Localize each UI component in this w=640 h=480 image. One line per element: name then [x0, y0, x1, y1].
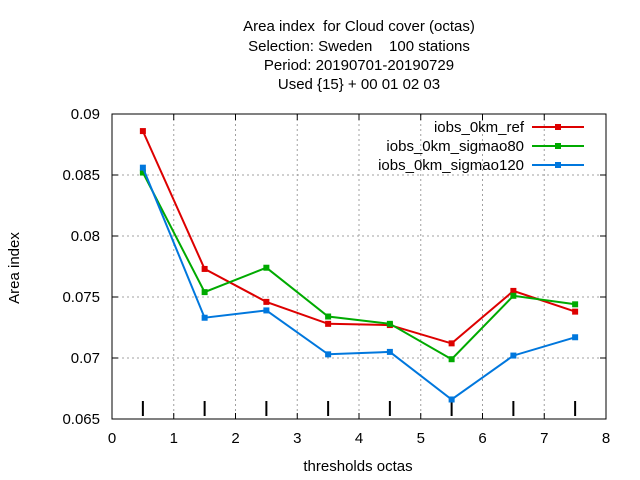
title-line-3: Period: 20190701-20190729	[263, 57, 455, 74]
y-tick-label: 0.065	[62, 411, 100, 428]
y-tick-label: 0.07	[71, 350, 100, 367]
data-point	[263, 298, 270, 305]
legend-label: iobs_0km_ref	[434, 119, 525, 136]
series-iobs_0km_sigmao80	[139, 169, 579, 363]
series-line	[141, 167, 576, 401]
x-tick-label: 0	[108, 430, 116, 447]
legend-marker	[555, 124, 561, 130]
data-point	[201, 265, 208, 272]
data-point	[448, 396, 455, 403]
x-tick-label: 8	[602, 430, 610, 447]
data-point	[386, 320, 393, 327]
y-tick-labels: 0.065 0.07 0.075 0.08 0.085 0.09	[62, 106, 100, 428]
data-point	[325, 320, 332, 327]
data-point	[325, 313, 332, 320]
x-tick-label: 6	[478, 430, 486, 447]
x-tick-label: 2	[231, 430, 239, 447]
data-point	[139, 164, 146, 171]
data-point	[139, 128, 146, 135]
data-point	[572, 334, 579, 341]
data-point	[510, 287, 517, 294]
title-line-2: Selection: Sweden 100 stations	[248, 38, 470, 55]
data-point	[386, 348, 393, 355]
y-tick-label: 0.09	[71, 106, 100, 123]
x-tick-label: 4	[355, 430, 363, 447]
y-tick-label: 0.08	[71, 228, 100, 245]
data-point	[572, 308, 579, 315]
x-tick-label: 3	[293, 430, 301, 447]
series-line	[141, 130, 576, 345]
data-point	[510, 292, 517, 299]
grid-lines	[112, 114, 606, 419]
axis-ticks	[111, 113, 607, 420]
legend-marker	[555, 162, 561, 168]
y-axis-label: Area index	[6, 232, 23, 304]
legend-label: iobs_0km_sigmao80	[386, 138, 524, 155]
data-point	[201, 314, 208, 321]
x-tick-label: 5	[417, 430, 425, 447]
data-point	[572, 301, 579, 308]
threshold-markers	[141, 401, 577, 416]
x-tick-label: 7	[540, 430, 548, 447]
legend-label: iobs_0km_sigmao120	[378, 157, 524, 174]
x-tick-labels: 0 1 2 3 4 5 6 7 8	[108, 430, 610, 447]
data-point	[263, 264, 270, 271]
data-point	[201, 289, 208, 296]
data-point	[263, 307, 270, 314]
y-tick-label: 0.085	[62, 167, 100, 184]
legend-marker	[555, 143, 561, 149]
series-layer	[139, 128, 579, 403]
data-point	[510, 352, 517, 359]
data-point	[448, 340, 455, 347]
data-point	[139, 169, 146, 176]
series-line	[142, 172, 576, 361]
series-iobs_0km_sigmao120	[139, 164, 579, 403]
x-tick-label: 1	[170, 430, 178, 447]
legend: iobs_0km_ref iobs_0km_sigmao80 iobs_0km_si…	[378, 119, 584, 174]
title-line-4: Used {15} + 00 01 02 03	[277, 76, 441, 93]
x-axis-label: thresholds octas	[303, 458, 412, 475]
title-line-1: Area index for Cloud cover (octas)	[243, 18, 475, 35]
data-point	[448, 356, 455, 363]
data-point	[325, 351, 332, 358]
y-tick-label: 0.075	[62, 289, 100, 306]
